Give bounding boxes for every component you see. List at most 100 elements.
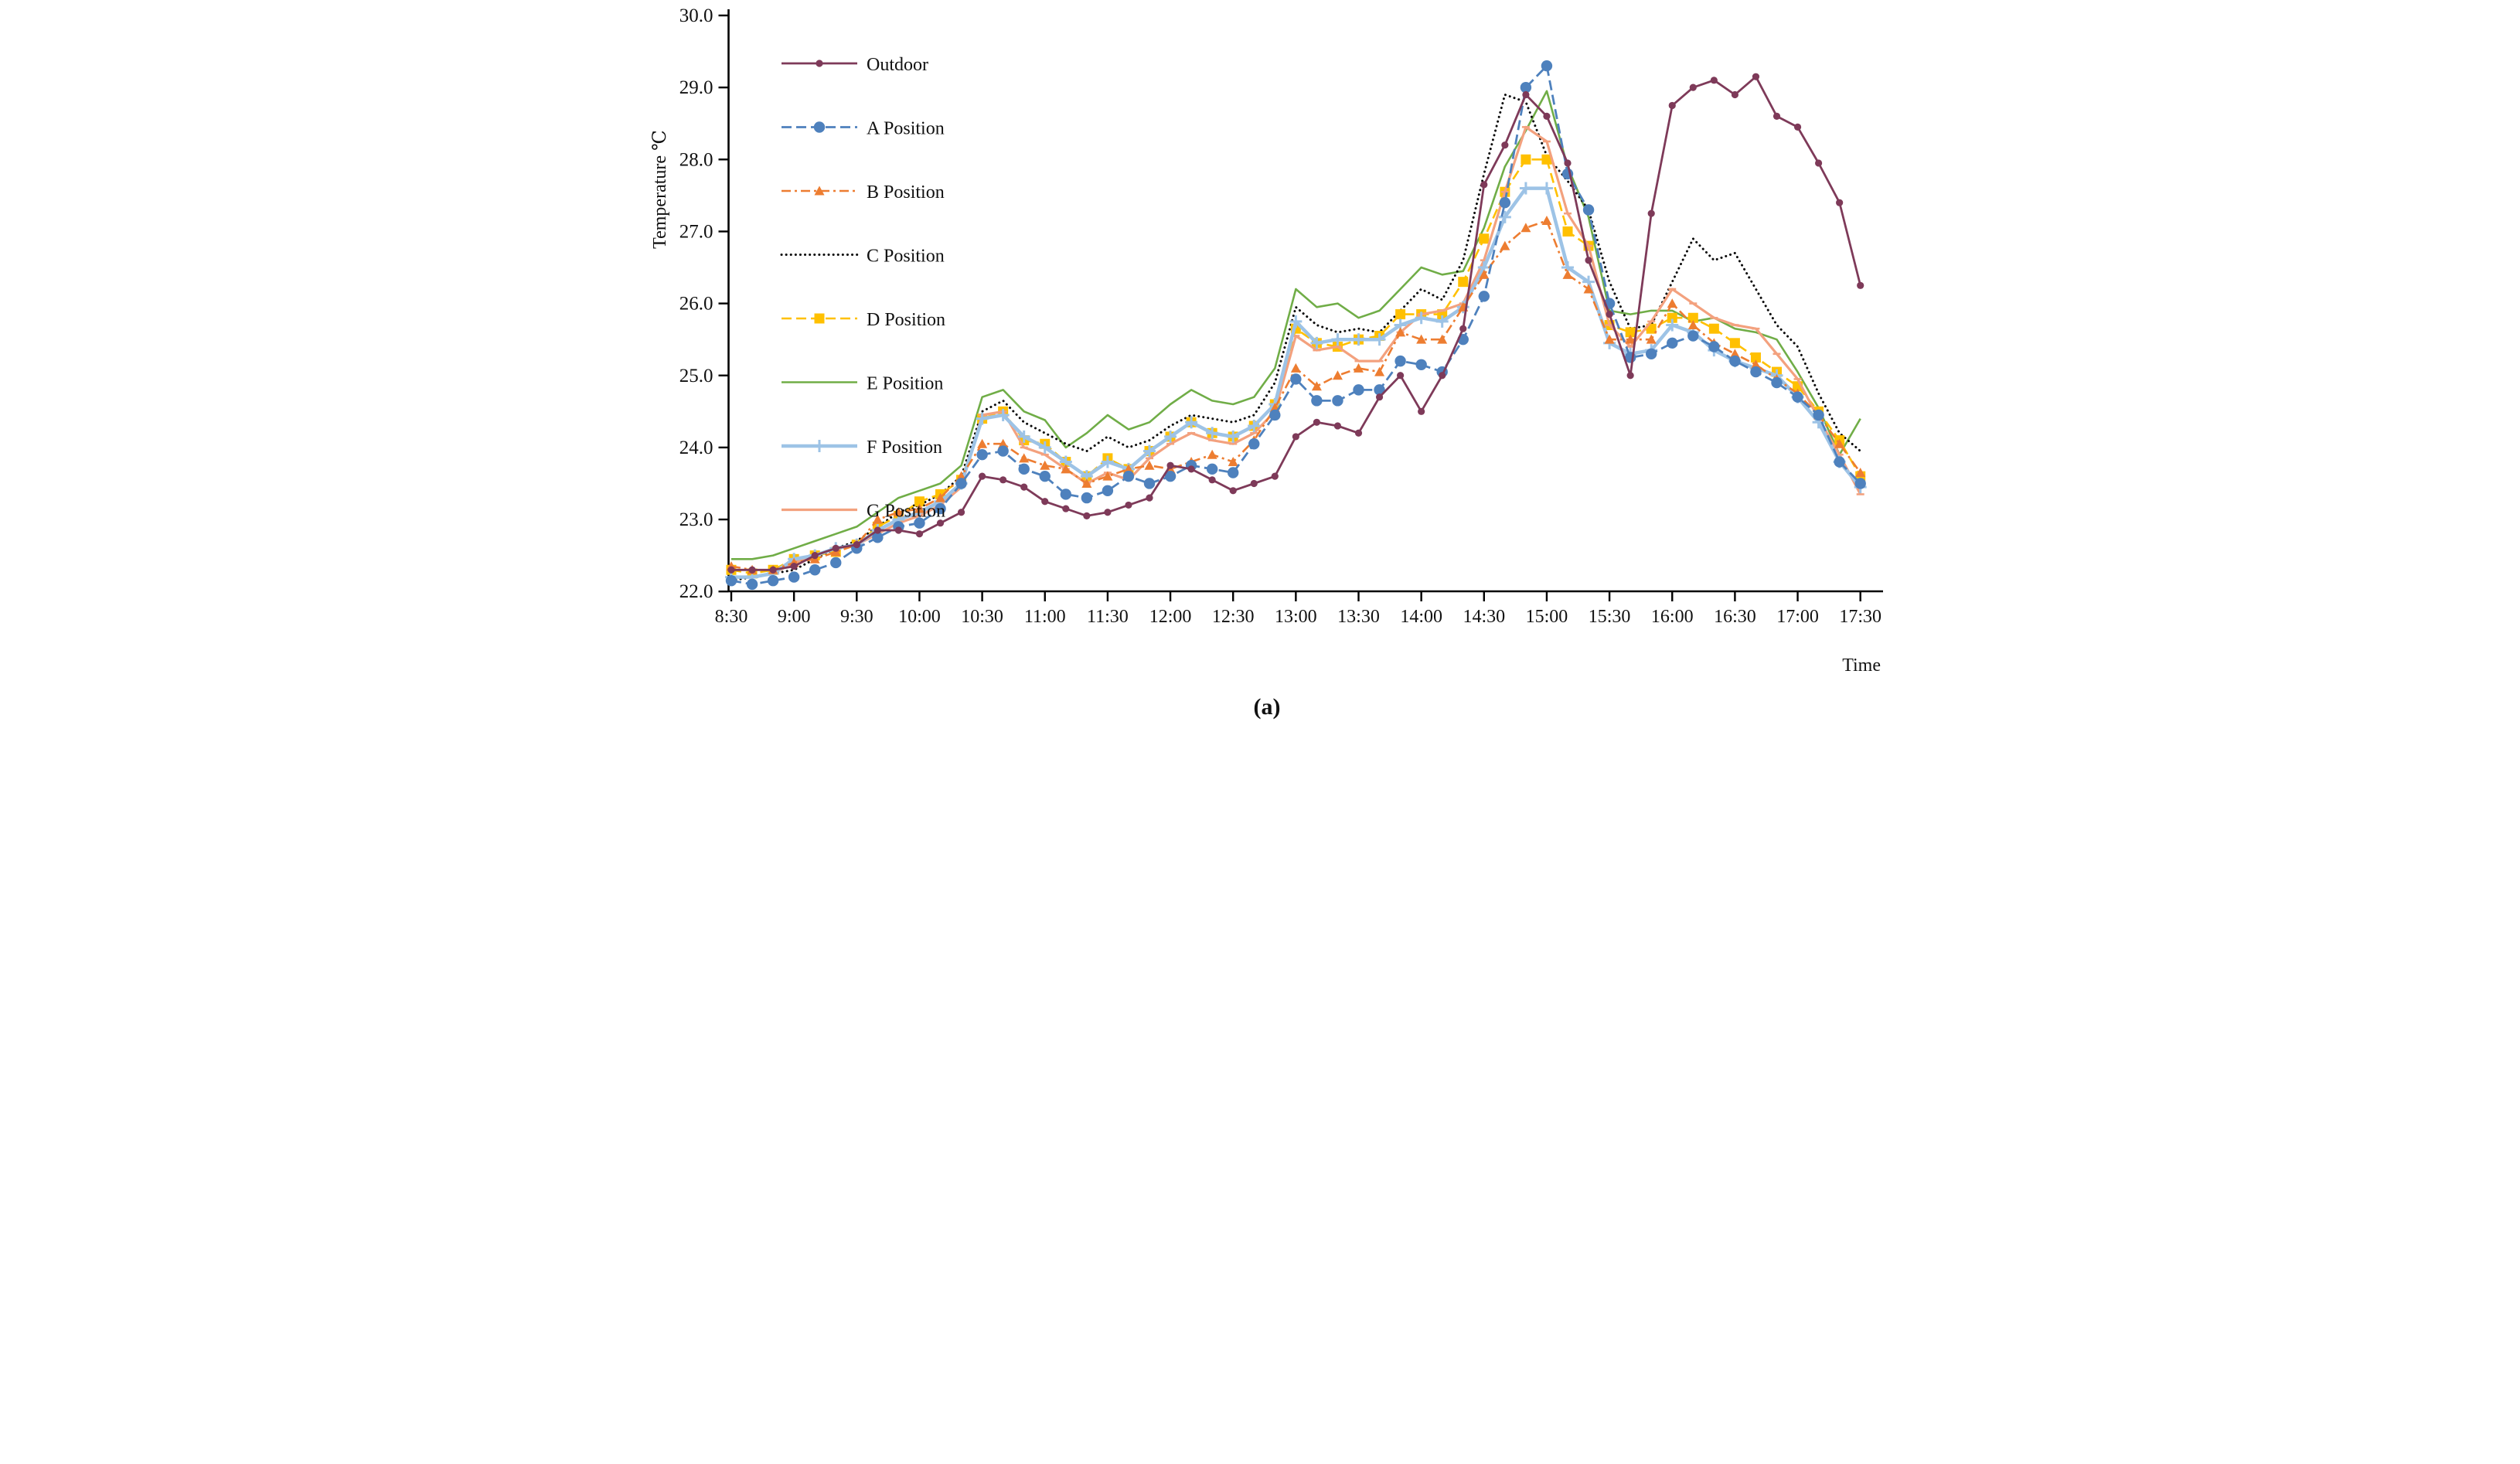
marker-triangle [1061, 464, 1071, 474]
marker-circle [997, 445, 1009, 457]
figure-container: 30.0 29.0 28.0 27.0 26.0 25.0 24.0 23.0 22.0 8:30… [630, 0, 1890, 732]
marker-circle [1668, 101, 1676, 110]
marker-circle [1836, 199, 1844, 206]
marker-square [1625, 327, 1636, 338]
x-tick-label: 10:00 [898, 607, 941, 627]
y-tick-label: 29.0 [679, 77, 713, 98]
marker-triangle [1102, 471, 1113, 481]
marker-circle [1375, 393, 1384, 401]
subfigure-caption: (a) [1254, 694, 1281, 720]
marker-circle [1689, 83, 1697, 91]
marker-circle [767, 575, 779, 587]
marker-triangle [1040, 460, 1051, 470]
marker-triangle [1500, 240, 1510, 250]
marker-circle [746, 578, 758, 591]
marker-triangle [1521, 223, 1531, 233]
marker-circle [1332, 395, 1343, 407]
marker-circle [1564, 159, 1572, 167]
marker-circle [1710, 77, 1718, 84]
legend-label-e-position: E Position [867, 374, 943, 394]
marker-triangle [914, 503, 925, 513]
x-tick-label: 11:30 [1087, 607, 1129, 627]
marker-circle [976, 449, 988, 461]
marker-circle [1041, 498, 1049, 506]
marker-circle [1541, 60, 1553, 72]
marker-circle [1229, 487, 1237, 495]
marker-square [1521, 154, 1531, 165]
x-tick-label: 13:30 [1337, 607, 1380, 627]
marker-circle [1834, 456, 1845, 468]
marker-circle [1206, 463, 1218, 475]
marker-circle [1415, 359, 1427, 370]
series-line-e-position [731, 90, 1861, 560]
marker-circle [872, 532, 884, 543]
x-tick-label: 9:30 [840, 607, 873, 627]
marker-circle [999, 476, 1007, 484]
marker-circle [1269, 409, 1281, 421]
marker-circle [1292, 433, 1299, 441]
marker-triangle [1228, 457, 1238, 467]
marker-circle [1018, 463, 1030, 475]
marker-circle [1499, 196, 1511, 209]
marker-circle [1125, 501, 1132, 509]
marker-circle [1646, 348, 1657, 360]
x-axis-title: Time [1842, 655, 1881, 676]
marker-triangle [1625, 334, 1636, 344]
marker-circle [1439, 372, 1446, 380]
marker-square [1667, 312, 1677, 323]
marker-triangle [1416, 334, 1427, 344]
marker-circle [1708, 341, 1720, 352]
y-tick-label: 22.0 [679, 581, 713, 602]
marker-square [1395, 309, 1406, 320]
marker-triangle [1750, 359, 1761, 369]
marker-circle [1228, 467, 1239, 478]
marker-circle [873, 526, 881, 534]
legend-label-outdoor: Outdoor [867, 55, 928, 75]
marker-circle [936, 519, 945, 527]
marker-triangle [1354, 363, 1364, 373]
marker-square [914, 496, 925, 507]
marker-circle [1520, 81, 1532, 94]
y-tick-label: 28.0 [679, 149, 713, 170]
marker-circle [1543, 112, 1551, 121]
x-tick-label: 8:30 [715, 607, 748, 627]
marker-circle [790, 562, 798, 570]
legend-label-g-position: G Position [867, 502, 945, 522]
marker-circle [1585, 257, 1592, 264]
y-tick-label: 30.0 [679, 5, 713, 26]
marker-circle [811, 552, 819, 560]
legend-label-b-position: B Position [867, 182, 945, 203]
marker-square [1562, 226, 1573, 237]
marker-circle [769, 566, 777, 574]
marker-square [1479, 233, 1490, 244]
marker-circle [1854, 478, 1866, 489]
marker-circle [1143, 478, 1156, 489]
marker-circle [1020, 483, 1028, 491]
marker-circle [1187, 465, 1195, 473]
marker-square [1541, 154, 1552, 165]
marker-circle [1792, 391, 1803, 403]
marker-circle [1166, 461, 1174, 469]
x-tick-label: 12:30 [1212, 607, 1255, 627]
x-tick-label: 13:00 [1275, 607, 1317, 627]
marker-circle [935, 502, 946, 515]
marker-triangle [1395, 327, 1406, 337]
marker-circle [1208, 476, 1216, 484]
marker-circle [727, 566, 735, 574]
marker-square [1729, 338, 1740, 349]
marker-circle [1333, 422, 1342, 430]
marker-circle [1102, 485, 1114, 496]
marker-circle [1060, 489, 1071, 500]
marker-triangle [1562, 269, 1573, 279]
marker-circle [1793, 123, 1802, 131]
x-tick-label: 11:00 [1024, 607, 1066, 627]
marker-triangle [1479, 269, 1490, 279]
marker-triangle [872, 514, 883, 524]
marker-circle [894, 526, 902, 534]
marker-triangle [1207, 449, 1217, 459]
series-line-c-position [730, 94, 1862, 582]
marker-circle [1771, 376, 1783, 389]
marker-circle [955, 478, 967, 489]
y-tick-label: 27.0 [679, 221, 713, 242]
marker-circle [1353, 384, 1364, 396]
